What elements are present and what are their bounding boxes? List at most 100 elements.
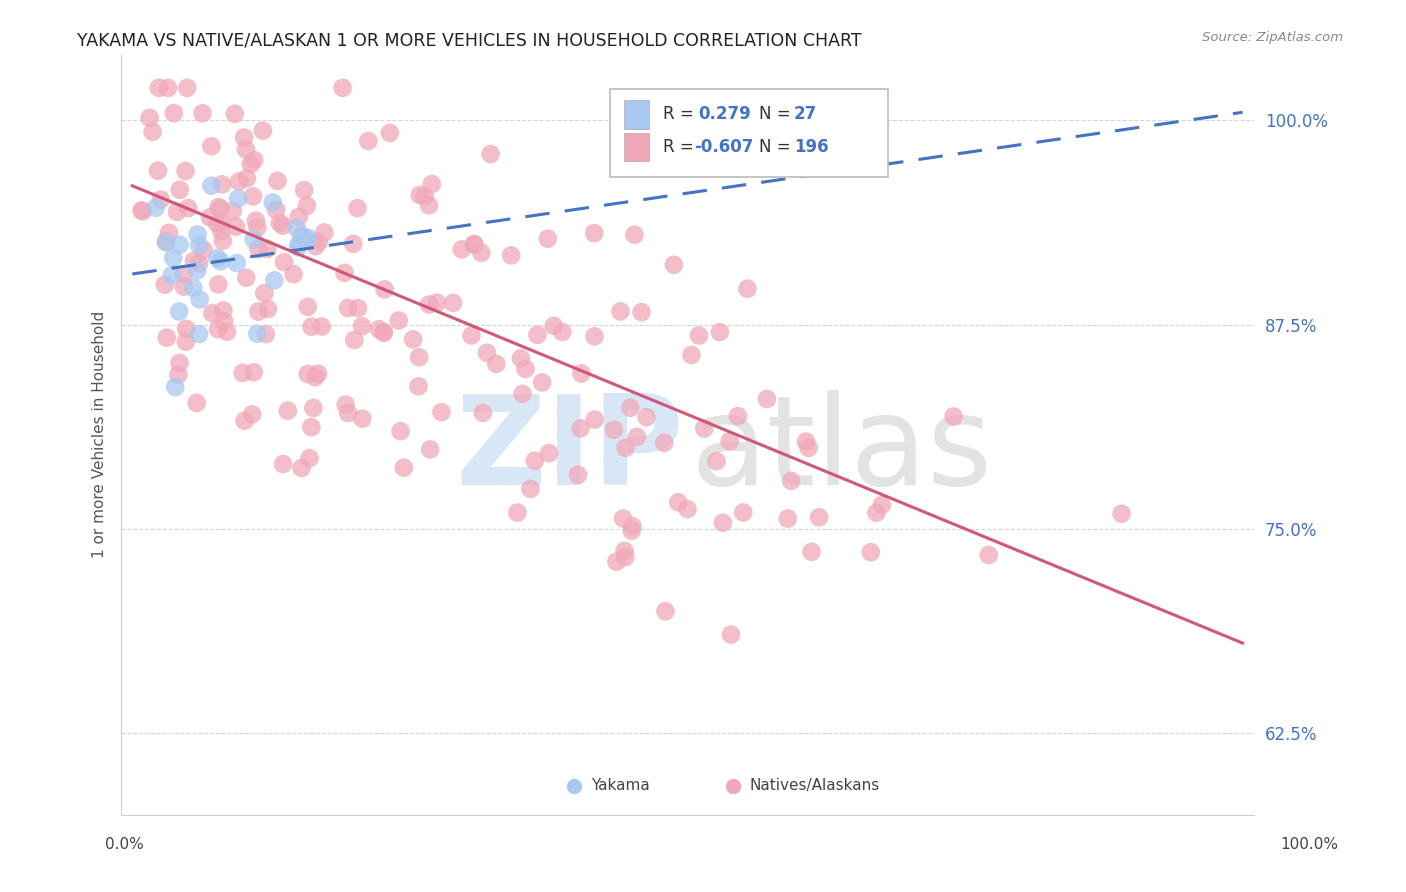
Point [337,406,360,420]
Point [290,228,312,243]
Point [305,239,328,253]
Point [156,331,179,345]
Point [207,200,229,214]
Point [1111,507,1133,521]
Point [409,188,432,202]
Point [583,226,606,240]
Point [290,461,312,475]
Y-axis label: 1 or more Vehicles in Household: 1 or more Vehicles in Household [93,311,107,558]
Point [245,213,267,227]
Point [145,201,167,215]
Point [299,420,322,434]
Point [242,365,264,379]
Point [501,248,523,262]
Point [149,193,172,207]
Point [188,256,211,270]
Text: 0.279: 0.279 [699,105,751,123]
Point [343,333,366,347]
Point [797,441,820,455]
Point [207,251,229,265]
Point [373,326,395,340]
Point [512,386,534,401]
Bar [624,100,650,128]
Point [200,178,222,193]
Point [235,142,257,156]
Point [297,300,319,314]
Point [174,164,197,178]
Point [755,392,778,406]
Point [169,356,191,370]
Point [537,446,560,460]
Point [263,273,285,287]
Point [676,502,699,516]
Point [169,237,191,252]
Point [155,235,177,250]
Point [183,281,205,295]
Point [157,226,180,240]
Point [257,301,280,316]
Point [737,282,759,296]
Point [301,319,323,334]
Point [235,270,257,285]
Point [256,242,278,256]
Point [253,286,276,301]
Point [271,219,294,233]
Point [247,242,270,256]
Point [859,545,882,559]
Point [413,189,436,203]
Point [569,421,592,435]
Point [269,216,291,230]
Point [166,204,188,219]
Point [621,519,644,533]
Point [285,221,308,235]
Point [277,403,299,417]
Point [471,406,494,420]
Point [162,251,184,265]
Text: R =: R = [662,138,699,156]
Point [287,237,309,252]
Point [870,498,893,512]
Point [287,210,309,224]
Point [207,277,229,292]
Point [347,301,370,315]
Point [794,434,817,449]
Point [198,210,221,224]
Point [304,370,326,384]
Point [297,230,319,244]
Text: N =: N = [759,105,796,123]
Point [153,277,176,292]
Point [506,506,529,520]
Point [720,627,742,641]
Point [292,183,315,197]
Point [264,202,287,217]
Point [623,227,645,242]
Point [222,204,245,219]
Point [614,549,637,564]
Point [273,255,295,269]
Point [441,296,464,310]
Point [188,293,211,307]
Point [252,123,274,137]
Point [543,318,565,333]
Point [609,304,631,318]
FancyBboxPatch shape [610,89,887,177]
Point [612,511,634,525]
Point [942,409,965,424]
Point [652,435,675,450]
Point [174,322,197,336]
Text: Natives/Alaskans: Natives/Alaskans [749,778,880,793]
Point [188,238,211,252]
Point [209,202,232,216]
Text: Yakama: Yakama [591,778,650,793]
Point [314,226,336,240]
Point [733,506,755,520]
Point [186,263,208,277]
Point [605,555,627,569]
Point [368,322,391,336]
Point [308,235,330,249]
Text: -0.607: -0.607 [695,138,754,156]
Point [418,198,440,212]
Point [209,254,232,268]
Point [800,545,823,559]
Point [201,306,224,320]
